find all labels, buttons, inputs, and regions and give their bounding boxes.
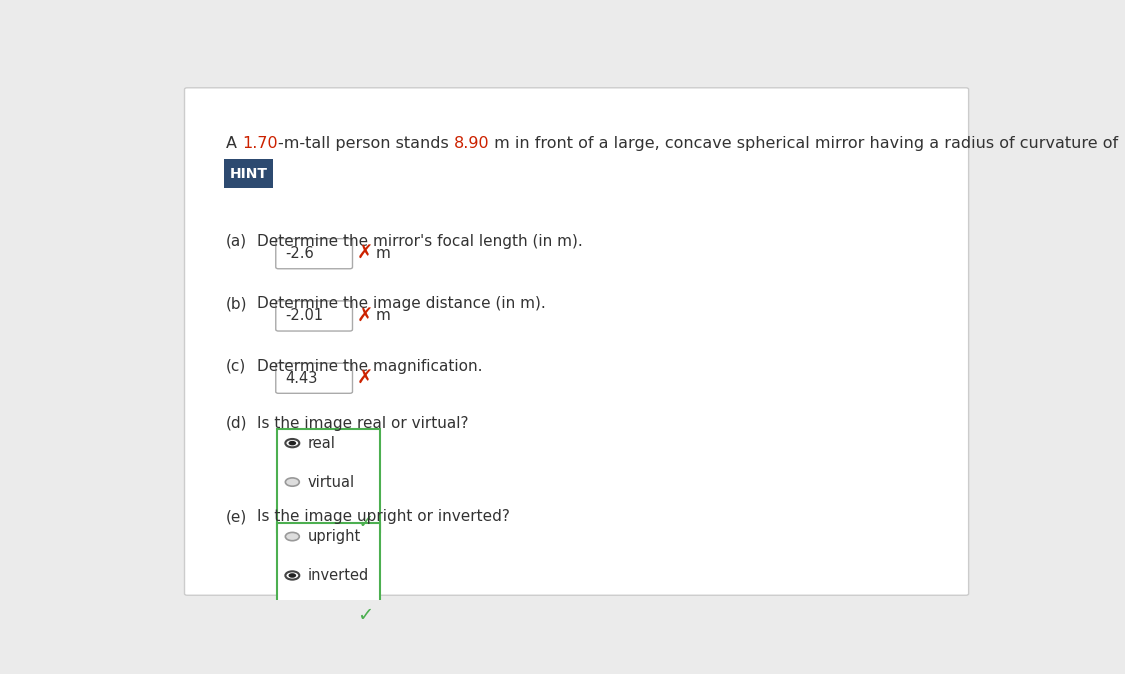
Text: Is the image upright or inverted?: Is the image upright or inverted? [256, 509, 510, 524]
Text: virtual: virtual [308, 474, 356, 489]
FancyBboxPatch shape [224, 159, 273, 188]
FancyBboxPatch shape [276, 301, 352, 331]
Text: m: m [376, 309, 390, 324]
Text: m: m [376, 246, 390, 262]
Text: -2.6: -2.6 [286, 246, 314, 262]
Text: ✓: ✓ [358, 512, 374, 532]
Text: (e): (e) [226, 509, 248, 524]
Circle shape [286, 572, 299, 580]
Text: ✗: ✗ [357, 244, 374, 264]
Circle shape [288, 441, 296, 446]
Text: A: A [226, 135, 242, 151]
Text: HINT: HINT [229, 166, 268, 181]
Text: upright: upright [308, 529, 361, 544]
Text: inverted: inverted [308, 568, 369, 583]
Text: (a): (a) [226, 234, 248, 249]
Circle shape [286, 478, 299, 486]
Text: ✗: ✗ [357, 307, 374, 326]
Text: 5.20: 5.20 [1124, 135, 1125, 151]
Text: 8.90: 8.90 [453, 135, 489, 151]
Text: ✗: ✗ [357, 369, 374, 388]
Circle shape [286, 532, 299, 541]
FancyBboxPatch shape [276, 363, 352, 394]
Text: 1.70: 1.70 [242, 135, 278, 151]
Text: (b): (b) [226, 297, 248, 311]
Text: ✓: ✓ [358, 606, 374, 625]
Text: Determine the image distance (in m).: Determine the image distance (in m). [256, 297, 546, 311]
FancyBboxPatch shape [277, 429, 380, 532]
Text: 4.43: 4.43 [286, 371, 317, 386]
Circle shape [286, 439, 299, 448]
Text: Determine the mirror's focal length (in m).: Determine the mirror's focal length (in … [256, 234, 583, 249]
FancyBboxPatch shape [276, 239, 352, 269]
Text: m in front of a large, concave spherical mirror having a radius of curvature of: m in front of a large, concave spherical… [489, 135, 1124, 151]
Circle shape [288, 573, 296, 578]
Text: (c): (c) [226, 359, 246, 373]
Text: Is the image real or virtual?: Is the image real or virtual? [256, 416, 468, 431]
Text: (d): (d) [226, 416, 248, 431]
Text: -2.01: -2.01 [286, 309, 324, 324]
FancyBboxPatch shape [184, 88, 969, 595]
Text: real: real [308, 435, 336, 451]
Text: Determine the magnification.: Determine the magnification. [256, 359, 483, 373]
FancyBboxPatch shape [277, 522, 380, 625]
Text: -m-tall person stands: -m-tall person stands [278, 135, 453, 151]
